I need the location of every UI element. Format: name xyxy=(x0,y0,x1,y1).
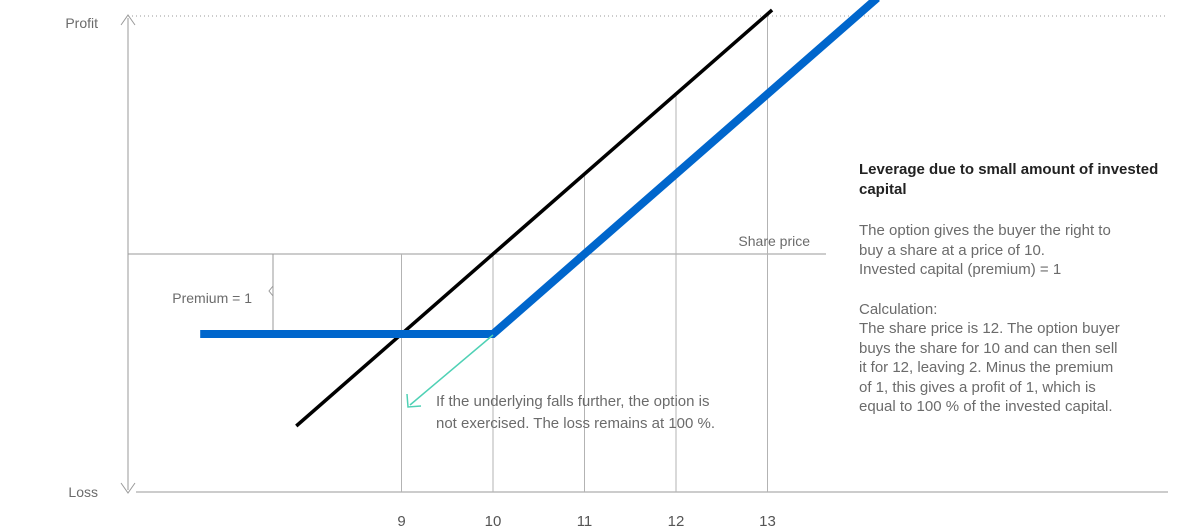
x-tick-label: 11 xyxy=(577,513,593,529)
x-tick-labels: 9 10 11 12 13 xyxy=(397,513,776,529)
premium-label: Premium = 1 xyxy=(172,290,252,306)
x-tick-label: 9 xyxy=(397,513,405,529)
explanation-panel: Leverage due to small amount of invested… xyxy=(859,160,1179,417)
arrow-head xyxy=(406,393,422,408)
explanation-paragraph-2: Calculation: The share price is 12. The … xyxy=(859,300,1120,416)
option-payoff-line xyxy=(200,0,880,338)
explanation-paragraph-1: The option gives the buyer the right to … xyxy=(859,222,1111,278)
x-tick-label: 10 xyxy=(485,513,502,529)
x-tick-label: 12 xyxy=(668,513,685,529)
arrow-note-line-1: If the underlying falls further, the opt… xyxy=(436,393,710,410)
y-axis-top-arrow xyxy=(120,14,136,26)
x-tick-label: 13 xyxy=(759,513,776,529)
share-payoff-line xyxy=(295,8,774,428)
arrow-note-line-2: not exercised. The loss remains at 100 %… xyxy=(436,415,715,432)
share-price-label: Share price xyxy=(738,233,810,249)
profit-label: Profit xyxy=(65,15,98,31)
arrow-line xyxy=(409,334,494,406)
loss-label: Loss xyxy=(68,484,98,500)
premium-brace xyxy=(268,285,274,297)
explanation-title: Leverage due to small amount of invested… xyxy=(859,161,1159,198)
y-axis-bottom-arrow xyxy=(120,482,136,494)
paragraph-gap xyxy=(859,280,1179,300)
